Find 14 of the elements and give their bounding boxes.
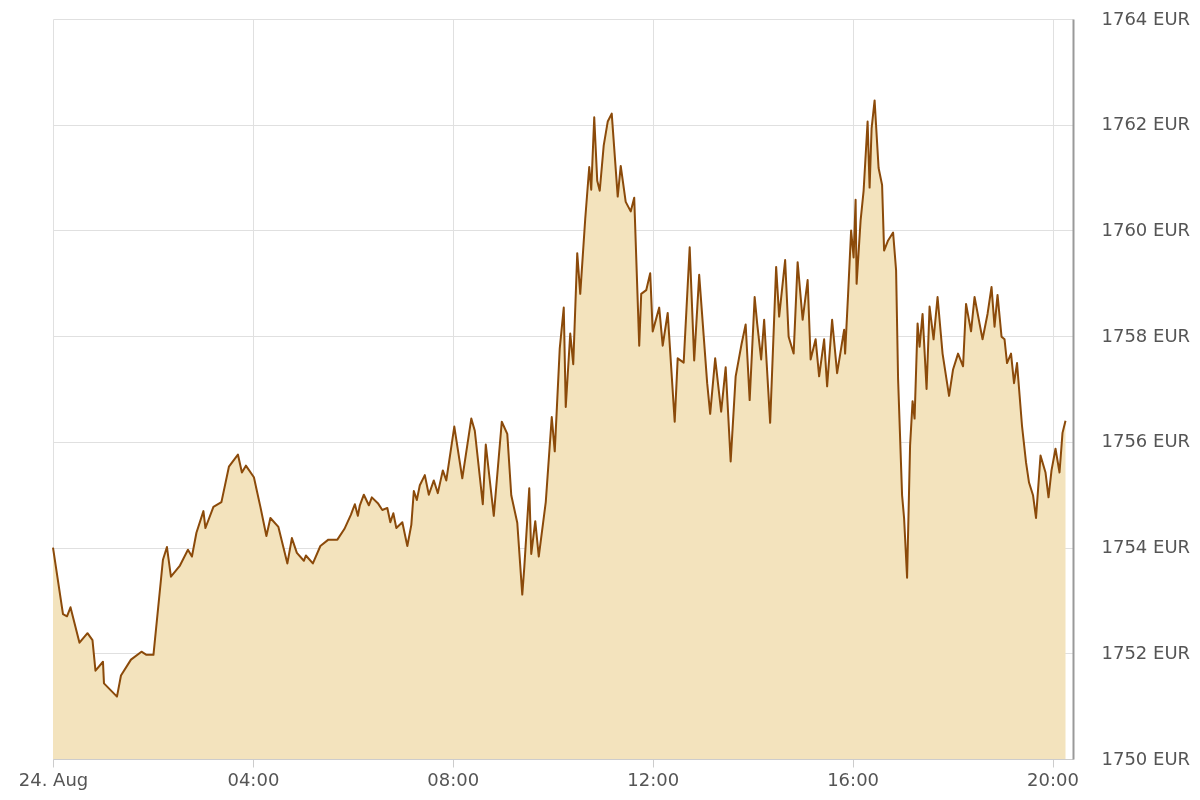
x-tick-label: 20:00 — [1027, 768, 1079, 790]
x-tick-label: 08:00 — [427, 768, 480, 790]
y-tick-label: 1750 EUR — [1101, 747, 1191, 769]
x-tick-label: 12:00 — [627, 768, 680, 790]
y-tick-label: 1756 EUR — [1101, 430, 1191, 452]
y-tick-label: 1754 EUR — [1101, 536, 1191, 558]
y-tick-label: 1758 EUR — [1101, 324, 1191, 346]
y-tick-label: 1762 EUR — [1101, 113, 1191, 135]
x-tick-label: 16:00 — [827, 768, 880, 790]
y-tick-label: 1764 EUR — [1101, 7, 1191, 29]
y-tick-label: 1752 EUR — [1101, 641, 1191, 663]
x-tick-label: 24. Aug — [18, 768, 89, 790]
y-tick-label: 1760 EUR — [1101, 218, 1191, 240]
x-tick-label: 04:00 — [227, 768, 280, 790]
